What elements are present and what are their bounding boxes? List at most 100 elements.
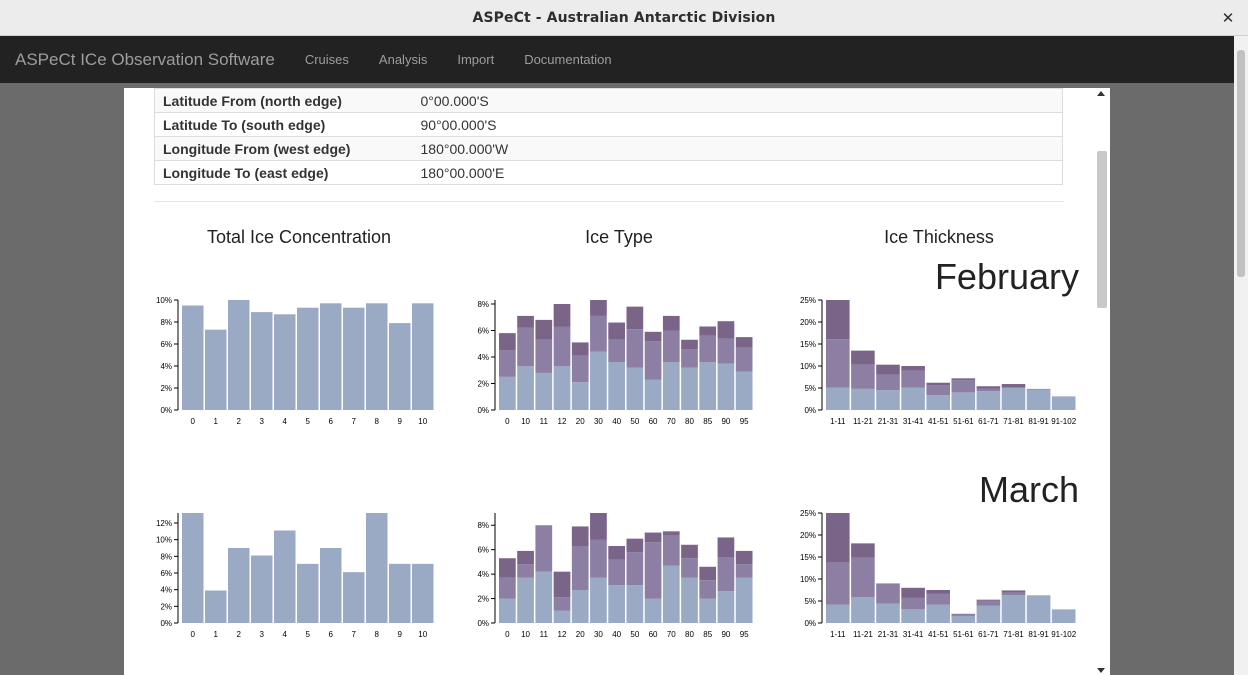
region-bounds-table: Latitude From (north edge) 0°00.000'S La…	[154, 88, 1063, 185]
x-tick-label: 90	[721, 417, 730, 426]
bar-segment	[517, 327, 534, 367]
bar	[320, 548, 342, 623]
month-heading-february: February	[934, 256, 1079, 297]
x-tick-label: 41-51	[928, 630, 949, 639]
x-tick-label: 11	[540, 630, 549, 639]
x-tick-label: 71-81	[1003, 417, 1024, 426]
bar-segment	[553, 610, 571, 623]
bar-segment	[976, 386, 1001, 389]
bar-segment	[1026, 388, 1051, 390]
bar-segment	[553, 571, 571, 598]
bar-segment	[626, 306, 644, 330]
x-tick-label: 91-102	[1051, 417, 1076, 426]
x-tick-label: 10	[521, 417, 530, 426]
nav-item-cruises[interactable]: Cruises	[304, 52, 349, 67]
analysis-modal: Latitude From (north edge) 0°00.000'S La…	[124, 88, 1110, 675]
bar-segment	[1001, 595, 1026, 623]
bar-segment	[644, 598, 662, 623]
x-tick-label: 0	[505, 630, 510, 639]
modal-scrollbar-thumb[interactable]	[1097, 151, 1107, 308]
close-icon[interactable]: ✕	[1221, 9, 1235, 27]
page-scrollbar[interactable]	[1234, 36, 1248, 675]
nav-item-documentation[interactable]: Documentation	[524, 52, 612, 67]
bar-segment	[590, 351, 607, 410]
bar-segment	[590, 315, 607, 352]
x-tick-label: 81-91	[1028, 417, 1049, 426]
bar-segment	[681, 367, 698, 410]
bar-segment	[608, 362, 625, 410]
page-scrollbar-thumb[interactable]	[1237, 50, 1245, 277]
x-tick-label: 9	[398, 417, 403, 426]
bar-segment	[976, 388, 1001, 392]
bar-segment	[1026, 595, 1051, 623]
bar-segment	[608, 546, 625, 560]
bar-segment	[590, 513, 607, 540]
x-tick-label: 51-61	[953, 630, 974, 639]
bar-segment	[681, 544, 698, 559]
bar	[228, 300, 250, 410]
bar-segment	[876, 583, 900, 604]
bar-segment	[699, 362, 717, 410]
table-row: Longitude From (west edge) 180°00.000'W	[154, 136, 1063, 161]
bar-segment	[1001, 388, 1026, 410]
bar-segment	[926, 604, 950, 623]
x-tick-label: 41-51	[928, 417, 949, 426]
x-tick-label: 12	[558, 630, 567, 639]
y-tick-label: 0%	[804, 619, 816, 628]
march-concentration-chart: 0% 2% 4% 6% 8% 10% 12% 0 1 2 3 4 5 6 7 8 9 10	[156, 513, 434, 639]
x-tick-label: 95	[740, 630, 749, 639]
scroll-down-icon[interactable]	[1097, 668, 1105, 673]
window-titlebar: ASPeCt - Australian Antarctic Division ✕	[0, 0, 1248, 36]
modal-scrollbar[interactable]	[1094, 88, 1110, 675]
x-tick-label: 7	[352, 417, 357, 426]
y-tick-label: 2%	[160, 384, 172, 393]
bar-segment	[826, 562, 850, 605]
x-tick-label: 50	[630, 630, 639, 639]
x-tick-label: 4	[283, 417, 288, 426]
bar-segment	[826, 513, 850, 563]
x-tick-label: 30	[594, 630, 603, 639]
x-tick-label: 10	[521, 630, 530, 639]
bar-segment	[662, 315, 680, 331]
bar-segment	[681, 349, 698, 368]
nav-item-import[interactable]: Import	[457, 52, 495, 67]
bar-segment	[951, 613, 976, 616]
x-tick-label: 3	[260, 630, 265, 639]
x-tick-label: 60	[649, 630, 658, 639]
x-tick-label: 61-71	[978, 630, 999, 639]
bar-segment	[517, 366, 534, 410]
bar-segment	[499, 577, 516, 599]
x-tick-label: 11-21	[853, 417, 873, 426]
x-tick-label: 31-41	[903, 417, 924, 426]
x-tick-label: 80	[685, 417, 694, 426]
scroll-up-icon[interactable]	[1097, 91, 1105, 96]
y-tick-label: 10%	[156, 536, 172, 545]
x-tick-label: 10	[418, 630, 427, 639]
navbar-brand[interactable]: ASPeCt ICe Observation Software	[15, 49, 275, 69]
x-tick-label: 0	[191, 417, 196, 426]
y-tick-label: 20%	[800, 318, 816, 327]
bar-segment	[517, 315, 534, 328]
bar-segment	[901, 609, 925, 623]
bar-segment	[735, 577, 753, 623]
bar-segment	[571, 382, 589, 410]
y-tick-label: 0%	[804, 406, 816, 415]
bar-segment	[1026, 389, 1051, 410]
bar	[205, 329, 227, 410]
bar-segment	[717, 537, 735, 557]
bar	[297, 307, 319, 410]
nav-item-analysis[interactable]: Analysis	[378, 52, 428, 67]
bar-segment	[699, 326, 717, 336]
bar	[274, 530, 296, 623]
bar	[343, 307, 365, 410]
bar-segment	[735, 550, 753, 565]
bar-segment	[499, 376, 516, 410]
x-tick-label: 20	[576, 417, 585, 426]
bar-segment	[826, 604, 850, 623]
bar-segment	[1001, 592, 1026, 596]
x-tick-label: 40	[612, 417, 621, 426]
x-tick-label: 85	[703, 630, 712, 639]
x-tick-label: 50	[630, 417, 639, 426]
bar	[412, 563, 434, 623]
bar-segment	[699, 580, 717, 599]
